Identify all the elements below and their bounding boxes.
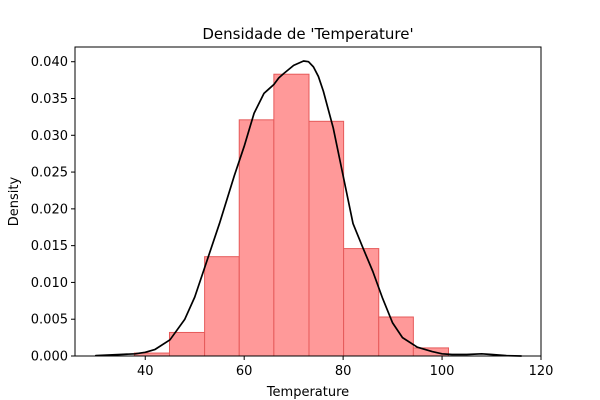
x-tick-label: 80 bbox=[335, 364, 352, 379]
histogram-bars bbox=[133, 73, 449, 357]
histogram-bar-3 bbox=[238, 119, 275, 357]
kde-line-layer bbox=[94, 60, 523, 357]
plot-frame bbox=[74, 46, 542, 357]
x-tick-label: 120 bbox=[529, 364, 554, 379]
chart-title: Densidade de 'Temperature' bbox=[202, 25, 413, 43]
histogram-bar-4 bbox=[273, 73, 310, 357]
x-axis-label: Temperature bbox=[266, 385, 349, 400]
histogram-bar-5 bbox=[308, 120, 345, 357]
y-tick-label: 0.040 bbox=[31, 55, 68, 70]
x-tick-label: 60 bbox=[236, 364, 253, 379]
y-tick-label: 0.010 bbox=[31, 276, 68, 291]
histogram-bar-2 bbox=[204, 256, 240, 357]
histogram-bar-7 bbox=[378, 316, 414, 357]
histogram-bar-6 bbox=[343, 248, 380, 357]
y-tick-label: 0.020 bbox=[31, 202, 68, 217]
y-axis-label: Density bbox=[7, 176, 22, 226]
y-tick-label: 0.015 bbox=[31, 239, 68, 254]
y-tick-label: 0.035 bbox=[31, 92, 68, 107]
y-tick-label: 0.005 bbox=[31, 313, 68, 328]
axes bbox=[74, 46, 542, 357]
y-tick-label: 0.025 bbox=[31, 166, 68, 181]
kde-line bbox=[94, 60, 523, 357]
histogram-bar-1 bbox=[168, 331, 206, 357]
x-tick-label: 40 bbox=[137, 364, 154, 379]
y-tick-label: 0.000 bbox=[31, 350, 68, 365]
ticks: 40 60 80 100 120 0.000 0.005 0.010 0.015 0.020 0.0… bbox=[31, 55, 554, 379]
y-tick-label: 0.030 bbox=[31, 129, 68, 144]
x-tick-label: 100 bbox=[430, 364, 455, 379]
